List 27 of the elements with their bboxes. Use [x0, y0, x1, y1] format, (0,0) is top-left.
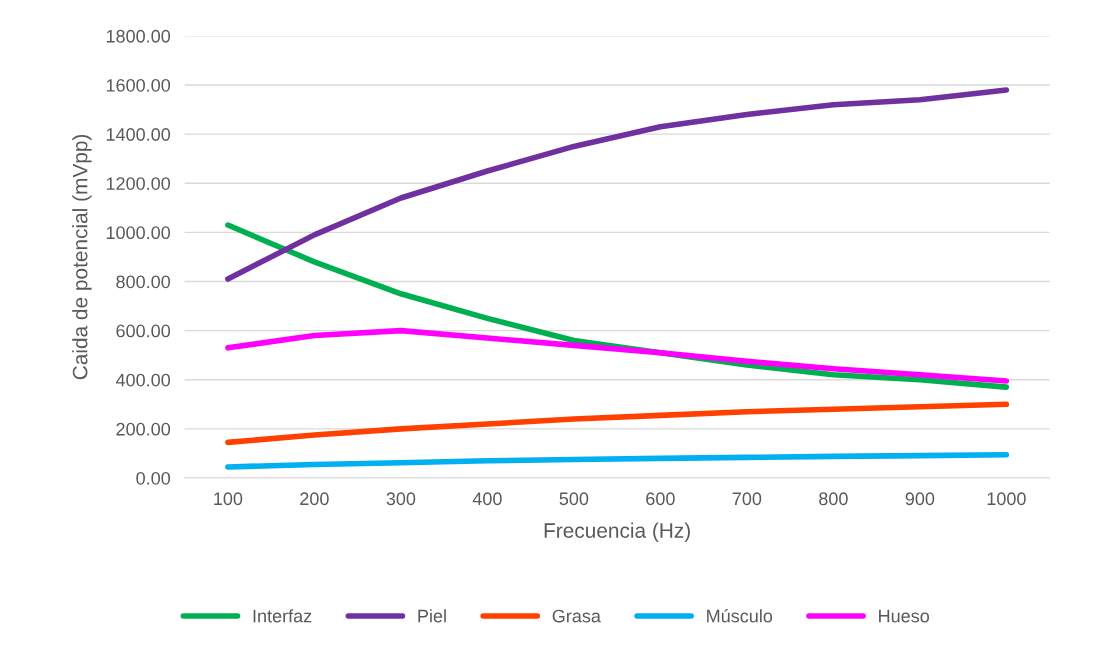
- y-tick-label: 1200.00: [106, 177, 171, 190]
- x-tick-label: 400: [472, 492, 502, 506]
- x-axis-title: Frecuencia (Hz): [544, 522, 690, 543]
- y-tick-label: 1400.00: [106, 128, 171, 141]
- x-tick-label: 800: [819, 492, 848, 506]
- y-tick-label: 1800.00: [106, 29, 171, 43]
- x-tick-label: 1000: [987, 492, 1026, 506]
- x-tick-label: 600: [646, 492, 675, 506]
- x-tick-label: 900: [905, 492, 935, 506]
- y-tick-label: 200.00: [116, 422, 171, 436]
- x-tick-label: 300: [386, 492, 416, 506]
- y-tick-label: 800.00: [116, 275, 171, 289]
- legend-label: Grasa: [552, 609, 601, 623]
- x-tick-label: 700: [732, 492, 762, 506]
- x-tick-label: 200: [300, 492, 329, 506]
- legend-label: Piel: [418, 609, 446, 623]
- y-tick-label: 1600.00: [106, 78, 171, 92]
- legend-label: Músculo: [707, 608, 773, 623]
- y-axis-title: Caida de potencial (mVpp): [72, 134, 92, 380]
- legend-label: Hueso: [879, 609, 930, 623]
- legend-label: Interfaz: [253, 609, 312, 623]
- y-tick-label: 600.00: [116, 324, 171, 338]
- x-tick-label: 500: [559, 492, 589, 506]
- y-tick-label: 1000.00: [106, 226, 171, 240]
- x-tick-label: 100: [214, 492, 243, 506]
- y-tick-label: 400.00: [115, 373, 171, 387]
- y-tick-label: 0.00: [136, 471, 171, 485]
